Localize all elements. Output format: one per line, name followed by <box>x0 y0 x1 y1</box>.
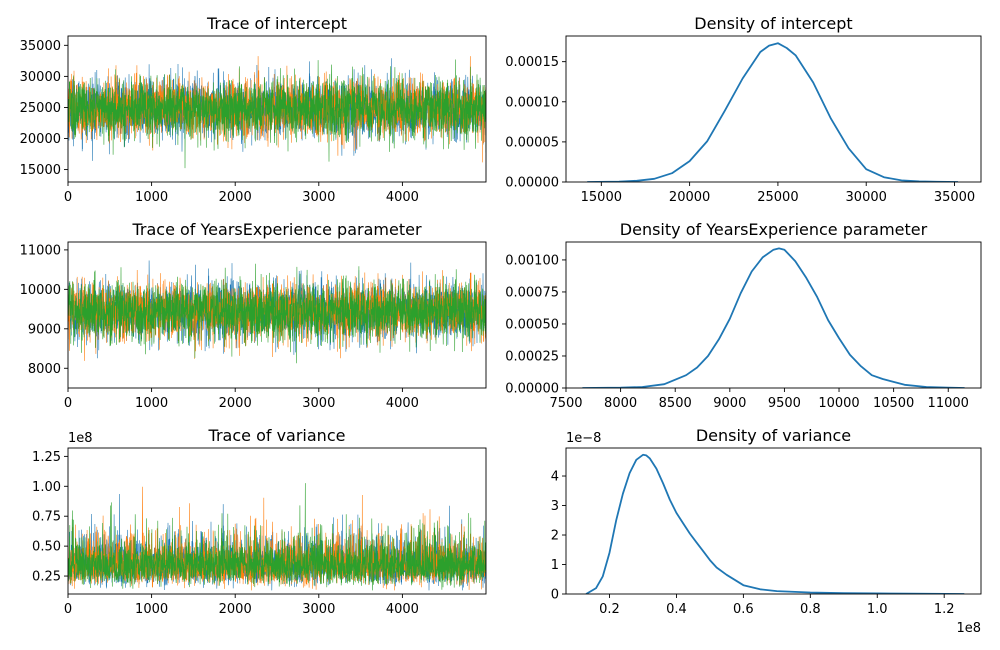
axes-frame <box>565 447 982 595</box>
chart-title: Trace of intercept <box>206 14 347 33</box>
x-tick-label: 0.2 <box>599 602 620 617</box>
x-tick-label: 1000 <box>135 190 168 205</box>
y-tick-label: 0.00005 <box>505 135 559 150</box>
x-tick-label: 15000 <box>581 190 622 205</box>
y-tick-label: 4 <box>551 470 559 485</box>
x-tick-label: 3000 <box>302 190 335 205</box>
plot-area <box>587 42 959 182</box>
chart-title: Density of YearsExperience parameter <box>620 220 928 239</box>
x-tick-label: 1000 <box>135 396 168 411</box>
x-tick-label: 9000 <box>713 396 746 411</box>
x-tick-label: 0 <box>64 190 72 205</box>
plot-area <box>585 453 965 594</box>
y-tick-label: 8000 <box>28 362 61 377</box>
x-tick-label: 8500 <box>659 396 692 411</box>
x-tick-label: 4000 <box>386 396 419 411</box>
trace-chain-3 <box>68 483 486 591</box>
plot-area <box>68 483 486 591</box>
x-tick-label: 1.2 <box>934 602 955 617</box>
chart-title: Trace of variance <box>208 426 346 445</box>
chart-title: Density of intercept <box>694 14 852 33</box>
y-tick-label: 15000 <box>20 163 61 178</box>
x-tick-label: 20000 <box>669 190 710 205</box>
panel-2: Trace of YearsExperience parameter 0 1000 2… <box>20 220 487 411</box>
y-tick-label: 10000 <box>20 283 61 298</box>
x-tick-label: 1.0 <box>867 602 888 617</box>
panel-3: Density of YearsExperience parameter 7500… <box>505 220 982 411</box>
y-tick-label: 0.00015 <box>505 55 559 70</box>
y-tick-label: 1.25 <box>32 450 61 465</box>
y-offset-label: 1e8 <box>68 431 93 446</box>
y-tick-label: 0.00025 <box>505 349 559 364</box>
x-tick-label: 2000 <box>219 396 252 411</box>
x-tick-label: 0 <box>64 602 72 617</box>
axes-frame <box>67 447 487 595</box>
y-tick-label: 0.00010 <box>505 95 559 110</box>
y-tick-label: 0 <box>551 588 559 603</box>
y-tick-label: 0.00050 <box>505 317 559 332</box>
panel-5: Density of variance 0.2 0.4 0.6 0.8 1.0 1.2 0 1 2… <box>551 426 982 636</box>
y-tick-label: 20000 <box>20 132 61 147</box>
x-tick-label: 3000 <box>302 602 335 617</box>
plot-area <box>68 56 486 169</box>
plot-area <box>582 247 965 388</box>
axes-frame <box>565 241 982 389</box>
x-tick-label: 2000 <box>219 602 252 617</box>
y-tick-label: 1 <box>551 558 559 573</box>
axes-frame <box>67 241 487 389</box>
x-tick-label: 30000 <box>846 190 887 205</box>
x-tick-label: 11000 <box>928 396 969 411</box>
x-tick-label: 1000 <box>135 602 168 617</box>
density-curve <box>582 247 965 388</box>
y-tick-label: 0.00000 <box>505 382 559 397</box>
x-tick-label: 0.6 <box>733 602 754 617</box>
x-tick-label: 35000 <box>934 190 975 205</box>
y-tick-label: 0.50 <box>32 540 61 555</box>
plot-area <box>68 260 486 364</box>
x-tick-label: 0.4 <box>666 602 687 617</box>
y-tick-label: 11000 <box>20 243 61 258</box>
x-offset-label: 1e8 <box>956 621 981 636</box>
density-curve <box>585 453 965 594</box>
y-tick-label: 9000 <box>28 322 61 337</box>
x-tick-label: 0.8 <box>800 602 821 617</box>
y-tick-label: 25000 <box>20 101 61 116</box>
y-tick-label: 0.75 <box>32 510 61 525</box>
x-tick-label: 10000 <box>818 396 859 411</box>
trace-chain-3 <box>68 263 486 364</box>
panel-1: Density of intercept 15000 20000 25000 30000… <box>505 14 982 205</box>
trace-chain-3 <box>68 59 486 169</box>
x-tick-label: 9500 <box>768 396 801 411</box>
x-tick-label: 4000 <box>386 602 419 617</box>
y-tick-label: 30000 <box>20 70 61 85</box>
x-tick-label: 10500 <box>873 396 914 411</box>
y-tick-label: 35000 <box>20 39 61 54</box>
y-tick-label: 2 <box>551 529 559 544</box>
y-tick-label: 0.00000 <box>505 176 559 191</box>
y-tick-label: 1.00 <box>32 480 61 495</box>
x-tick-label: 3000 <box>302 396 335 411</box>
x-tick-label: 0 <box>64 396 72 411</box>
chart-title: Density of variance <box>696 426 851 445</box>
x-tick-label: 2000 <box>219 190 252 205</box>
y-tick-label: 0.00100 <box>505 253 559 268</box>
density-curve <box>587 42 959 182</box>
x-tick-label: 25000 <box>757 190 798 205</box>
axes-frame <box>67 35 487 183</box>
y-tick-label: 0.00075 <box>505 285 559 300</box>
y-offset-label: 1e−8 <box>566 431 601 446</box>
y-tick-label: 0.25 <box>32 570 61 585</box>
panel-4: Trace of variance 0 1000 2000 3000 4000 0.25 0.… <box>32 426 487 617</box>
x-tick-label: 4000 <box>386 190 419 205</box>
x-tick-label: 7500 <box>549 396 582 411</box>
y-tick-label: 3 <box>551 499 559 514</box>
panel-0: Trace of intercept 0 1000 2000 3000 4000 15000… <box>20 14 487 205</box>
axes-frame <box>565 35 982 183</box>
chart-title: Trace of YearsExperience parameter <box>131 220 421 239</box>
x-tick-label: 8000 <box>604 396 637 411</box>
